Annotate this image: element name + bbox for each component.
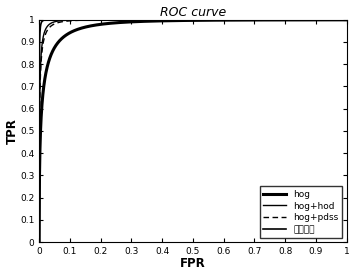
X-axis label: FPR: FPR	[180, 258, 206, 270]
Y-axis label: TPR: TPR	[6, 118, 18, 144]
Legend: hog, hog+hod, hog+pdss, 本文算法: hog, hog+hod, hog+pdss, 本文算法	[260, 186, 342, 238]
Title: ROC curve: ROC curve	[160, 6, 226, 18]
